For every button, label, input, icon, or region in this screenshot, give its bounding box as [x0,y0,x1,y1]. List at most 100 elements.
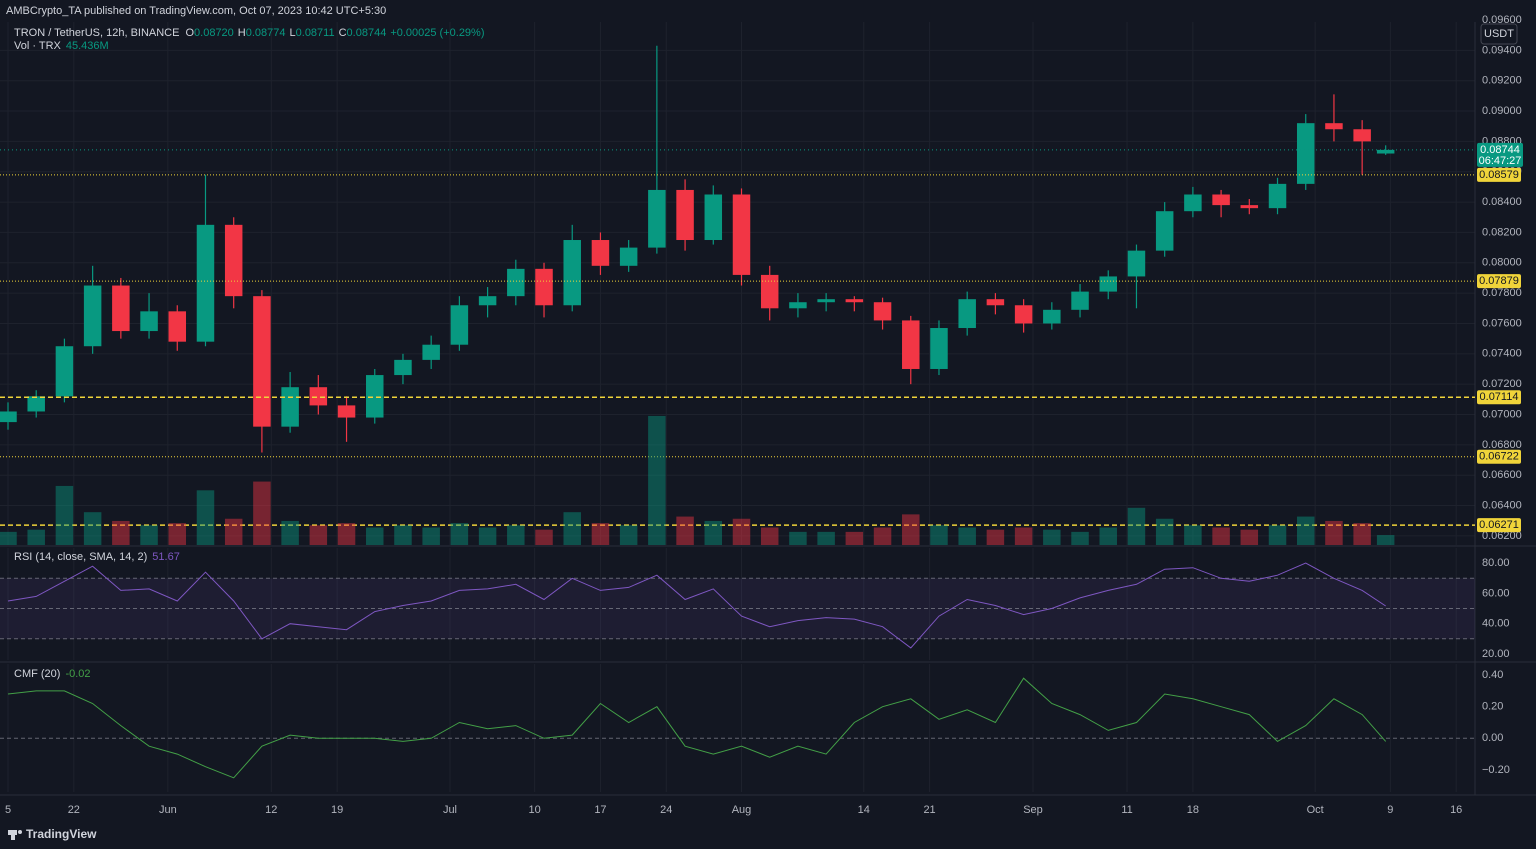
candle-body [253,296,271,427]
y-tick-label: 0.07800 [1482,287,1522,299]
candle-body [1212,194,1230,206]
volume-bar [507,525,525,545]
candle-body [1376,149,1395,154]
logo-part [18,830,22,834]
candle-body [1127,250,1146,277]
volume-bar [591,523,610,545]
candle-body [112,285,130,332]
volume-bar [478,527,497,545]
volume-value: 45.436M [66,40,109,52]
x-tick-label: 10 [528,804,540,816]
candle-body [732,194,751,275]
volume-label: Vol · TRX [14,40,62,52]
candle-body [873,302,892,321]
y-tick-label: 0.06600 [1482,469,1522,481]
candle-body [648,189,666,248]
volume-bar [1014,527,1033,545]
volume-bar [845,531,864,545]
currency[interactable]: USDT [1484,28,1514,40]
candle-body [0,411,17,423]
y-tick-label: 0.07200 [1482,378,1522,390]
volume-bar [422,527,440,545]
level-label: 0.07114 [1480,391,1519,403]
x-tick-label: 17 [594,804,606,816]
level-label: 0.08579 [1479,169,1519,181]
candle-body [902,320,920,369]
ohlc-value: 0.08774 [246,27,286,39]
volume-bar [224,518,243,545]
y-tick-label: 20.00 [1482,648,1510,660]
volume-bar [817,531,835,545]
currency-box[interactable] [1480,23,1518,45]
volume-bar [789,531,807,545]
y-tick-label: 0.07000 [1482,408,1522,420]
candle-body [1099,276,1117,292]
candle-body [958,299,976,329]
volume-bar [732,518,751,545]
symbol: TRON / TetherUS, 12h, BINANCE [14,27,179,39]
level-label-box [1477,518,1521,533]
volume-bar [986,529,1005,545]
y-tick-label: 0.09200 [1482,75,1522,87]
candle-body [789,302,807,309]
candle-body [986,299,1005,306]
volume-bar [1184,525,1202,545]
volume-bar [930,525,948,545]
candle-body [1296,123,1315,184]
candle-body [1268,183,1287,209]
volume-bar [648,415,666,545]
volume-bar [196,490,215,545]
candle-body [704,194,723,241]
candle-body [591,240,610,266]
candle-body [1184,194,1202,212]
volume-bar [1353,523,1371,545]
volume-bar [1325,520,1343,545]
volume-bar [112,520,130,545]
published-note: AMBCrypto_TA published on TradingView.co… [6,5,386,17]
y-tick-label: 0.07400 [1482,348,1522,360]
volume-bar [704,520,723,545]
x-tick-label: Jul [443,804,457,816]
y-tick-label: −0.20 [1482,764,1510,776]
volume-bar [958,527,976,545]
volume-bar [873,527,892,545]
volume-legend: Vol · TRX 45.436M [14,40,109,52]
volume-bar [0,531,17,545]
x-tick-label: 9 [1387,804,1393,816]
y-tick-label: 0.06200 [1482,530,1522,542]
volume-bar [760,527,779,545]
volume-bar [1071,531,1089,545]
volume-bar [535,529,553,545]
x-tick-label: 18 [1187,804,1199,816]
volume-bar [140,525,158,545]
volume-bar [619,525,638,545]
ohlc-value: 0.08711 [296,27,335,39]
ohlc-value: 0.08744 [347,27,387,39]
volume-bar [1376,535,1395,545]
x-tick-label: 21 [923,804,935,816]
candle-body [1353,129,1371,142]
volume-bar [676,516,694,545]
candle-body [1240,205,1259,209]
last-price-box [1477,142,1523,167]
y-tick-label: 0.00 [1482,732,1503,744]
volume-bar [168,523,187,545]
y-tick-label: 0.40 [1482,669,1503,681]
rsi-legend: RSI (14, close, SMA, 14, 2) 51.67 [14,551,180,563]
volume-bar [1212,527,1230,545]
volume-bar [563,512,581,545]
volume-bar [1268,525,1287,545]
candle-body [140,311,158,332]
candle-body [563,240,581,306]
volume-bar [1296,516,1315,545]
y-tick-label: 0.09000 [1482,105,1522,117]
level-label-box [1477,167,1521,182]
volume-bar [1127,507,1146,545]
cmf-title: CMF (20) [14,668,60,680]
volume-bar [1240,529,1259,545]
x-tick-label: 24 [660,804,672,816]
candle-body [83,285,102,347]
x-tick-label: Jun [159,804,177,816]
